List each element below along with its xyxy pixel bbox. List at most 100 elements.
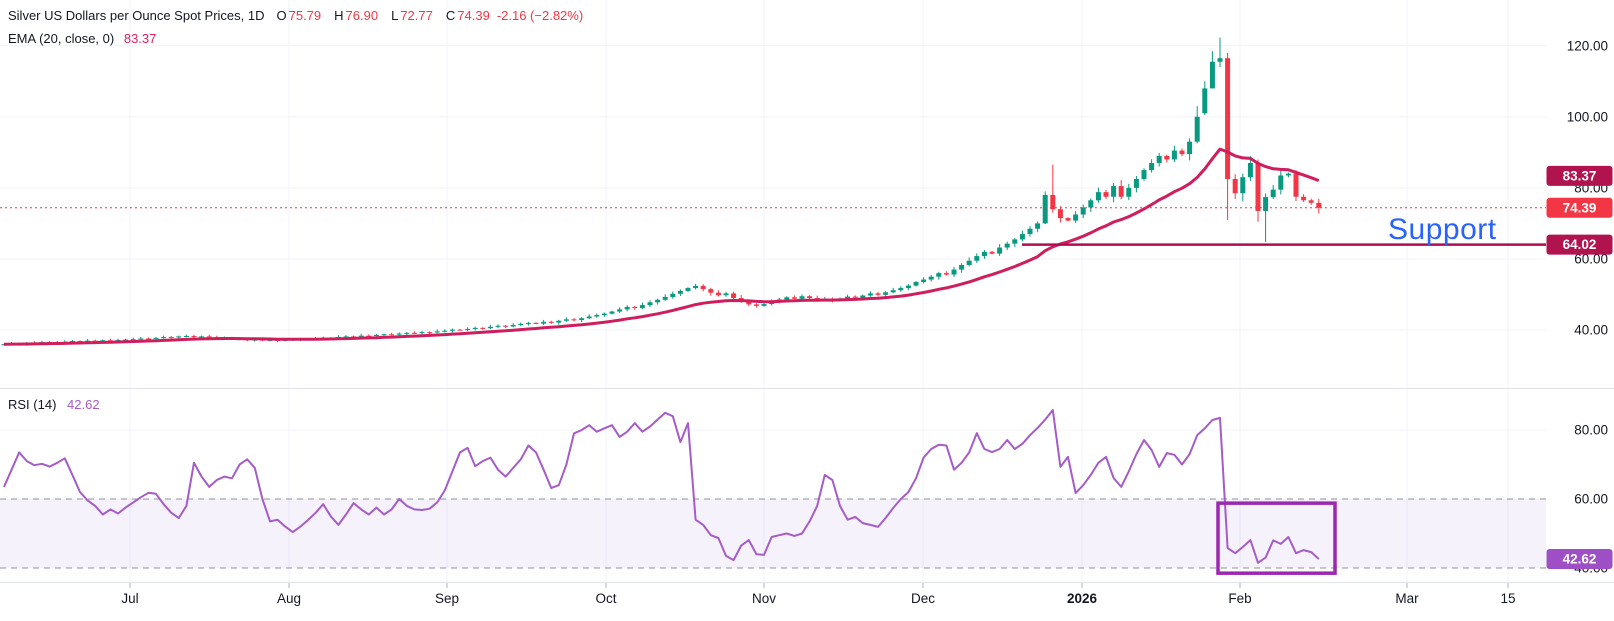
candle-body <box>115 339 121 341</box>
candle-body <box>784 297 790 300</box>
candle-body <box>655 299 661 303</box>
candle-body <box>1164 155 1170 160</box>
candle-body <box>1149 163 1155 171</box>
candle-body <box>1263 197 1269 211</box>
candle-body <box>845 296 851 299</box>
candle-body <box>548 321 554 323</box>
candle-body <box>366 335 372 337</box>
candle-body <box>541 321 547 324</box>
candle-body <box>723 293 729 296</box>
close-label: C <box>445 8 456 23</box>
candle-body <box>404 332 410 334</box>
rsi-legend[interactable]: RSI (14) 42.62 <box>8 397 100 413</box>
time-axis-label[interactable]: Jul <box>121 591 138 606</box>
candle-body <box>442 330 448 332</box>
time-axis-label[interactable]: Aug <box>277 591 301 606</box>
candle-body <box>639 305 645 308</box>
symbol-legend[interactable]: Silver US Dollars per Ounce Spot Prices,… <box>8 8 583 24</box>
candle-body <box>1050 194 1056 210</box>
low-label: L <box>391 8 399 23</box>
candle-body <box>1027 228 1033 235</box>
candle-body <box>343 336 349 338</box>
candle-body <box>1240 177 1246 194</box>
candle-body <box>761 304 767 306</box>
candle-body <box>1126 187 1132 197</box>
candle-body <box>951 269 957 275</box>
candle-body <box>1293 173 1299 197</box>
candle-body <box>807 296 813 299</box>
open-value: 75.79 <box>288 8 322 23</box>
candle-body <box>617 309 623 312</box>
candle-body <box>1111 186 1117 197</box>
candle-body <box>905 285 911 289</box>
candle-body <box>943 273 949 275</box>
time-axis-label[interactable]: 2026 <box>1067 591 1098 606</box>
close-value: 74.39 <box>457 8 490 23</box>
time-axis-label[interactable]: Nov <box>752 591 776 606</box>
candle-body <box>860 295 866 298</box>
candle-body <box>533 322 539 324</box>
rsi-box-annotation[interactable] <box>1216 501 1337 575</box>
rsi-line <box>3 409 1320 564</box>
time-axis-label[interactable]: Feb <box>1228 591 1251 606</box>
ema-line <box>3 147 1320 346</box>
last-price-badge-bg[interactable] <box>1546 197 1613 218</box>
candle-body <box>1141 170 1147 179</box>
candle-body <box>594 315 600 317</box>
candle-body <box>1004 243 1010 248</box>
candle-body <box>1019 234 1025 240</box>
candle-body <box>1 344 7 346</box>
candle-body <box>1316 202 1322 208</box>
candle-body <box>883 292 889 295</box>
ema-price-badge-bg[interactable] <box>1546 165 1613 186</box>
candle-body <box>1012 239 1018 244</box>
change-value: -2.16 (−2.82%) <box>496 8 584 23</box>
candle-body <box>601 313 607 316</box>
last-price-badge[interactable]: 74.39 <box>1563 200 1597 215</box>
ema-price-badge[interactable]: 83.37 <box>1563 168 1597 183</box>
time-axis-label[interactable]: Sep <box>435 591 459 606</box>
candle-body <box>1187 141 1193 155</box>
low-value: 72.77 <box>400 8 433 23</box>
candle-body <box>130 339 136 341</box>
rsi-value-badge[interactable]: 42.62 <box>1563 551 1597 566</box>
support-annotation-text[interactable]: Support <box>1388 213 1497 246</box>
time-axis-label[interactable]: 15 <box>1500 591 1515 606</box>
ema-label: EMA (20, close, 0) <box>8 31 115 46</box>
price-axis-label: 120.00 <box>1567 38 1608 53</box>
rsi-axis-label: 80.00 <box>1574 423 1608 438</box>
candle-body <box>168 337 174 339</box>
candle-body <box>708 289 714 293</box>
candle-body <box>1103 192 1109 197</box>
candle-body <box>1285 173 1291 176</box>
candle-body <box>1057 209 1063 219</box>
time-axis-label[interactable]: Oct <box>595 591 616 606</box>
candle-body <box>746 301 752 305</box>
candle-body <box>791 297 797 299</box>
candle-body <box>472 327 478 329</box>
candle-body <box>1179 150 1185 155</box>
rsi-axis-label: 60.00 <box>1574 492 1608 507</box>
candle-body <box>685 288 691 291</box>
rsi-label: RSI (14) <box>8 397 57 412</box>
candle-body <box>647 302 653 306</box>
candle-body <box>495 325 501 327</box>
candle-body <box>1042 194 1048 224</box>
candle-body <box>693 285 699 289</box>
candle-body <box>632 306 638 308</box>
rsi-value-badge-bg[interactable] <box>1546 548 1613 569</box>
price-axis-label: 40.00 <box>1574 323 1608 338</box>
candle-body <box>921 279 927 283</box>
candle-body <box>465 328 471 330</box>
candle-body <box>1095 192 1101 201</box>
support-price-badge[interactable]: 64.02 <box>1563 237 1597 252</box>
time-axis-label[interactable]: Mar <box>1395 591 1419 606</box>
candle-body <box>1247 163 1253 178</box>
candle-body <box>396 333 402 335</box>
candle-body <box>913 282 919 286</box>
ema-legend[interactable]: EMA (20, close, 0) 83.37 <box>8 31 156 47</box>
support-price-badge-bg[interactable] <box>1546 234 1613 255</box>
time-axis-label[interactable]: Dec <box>911 591 935 606</box>
